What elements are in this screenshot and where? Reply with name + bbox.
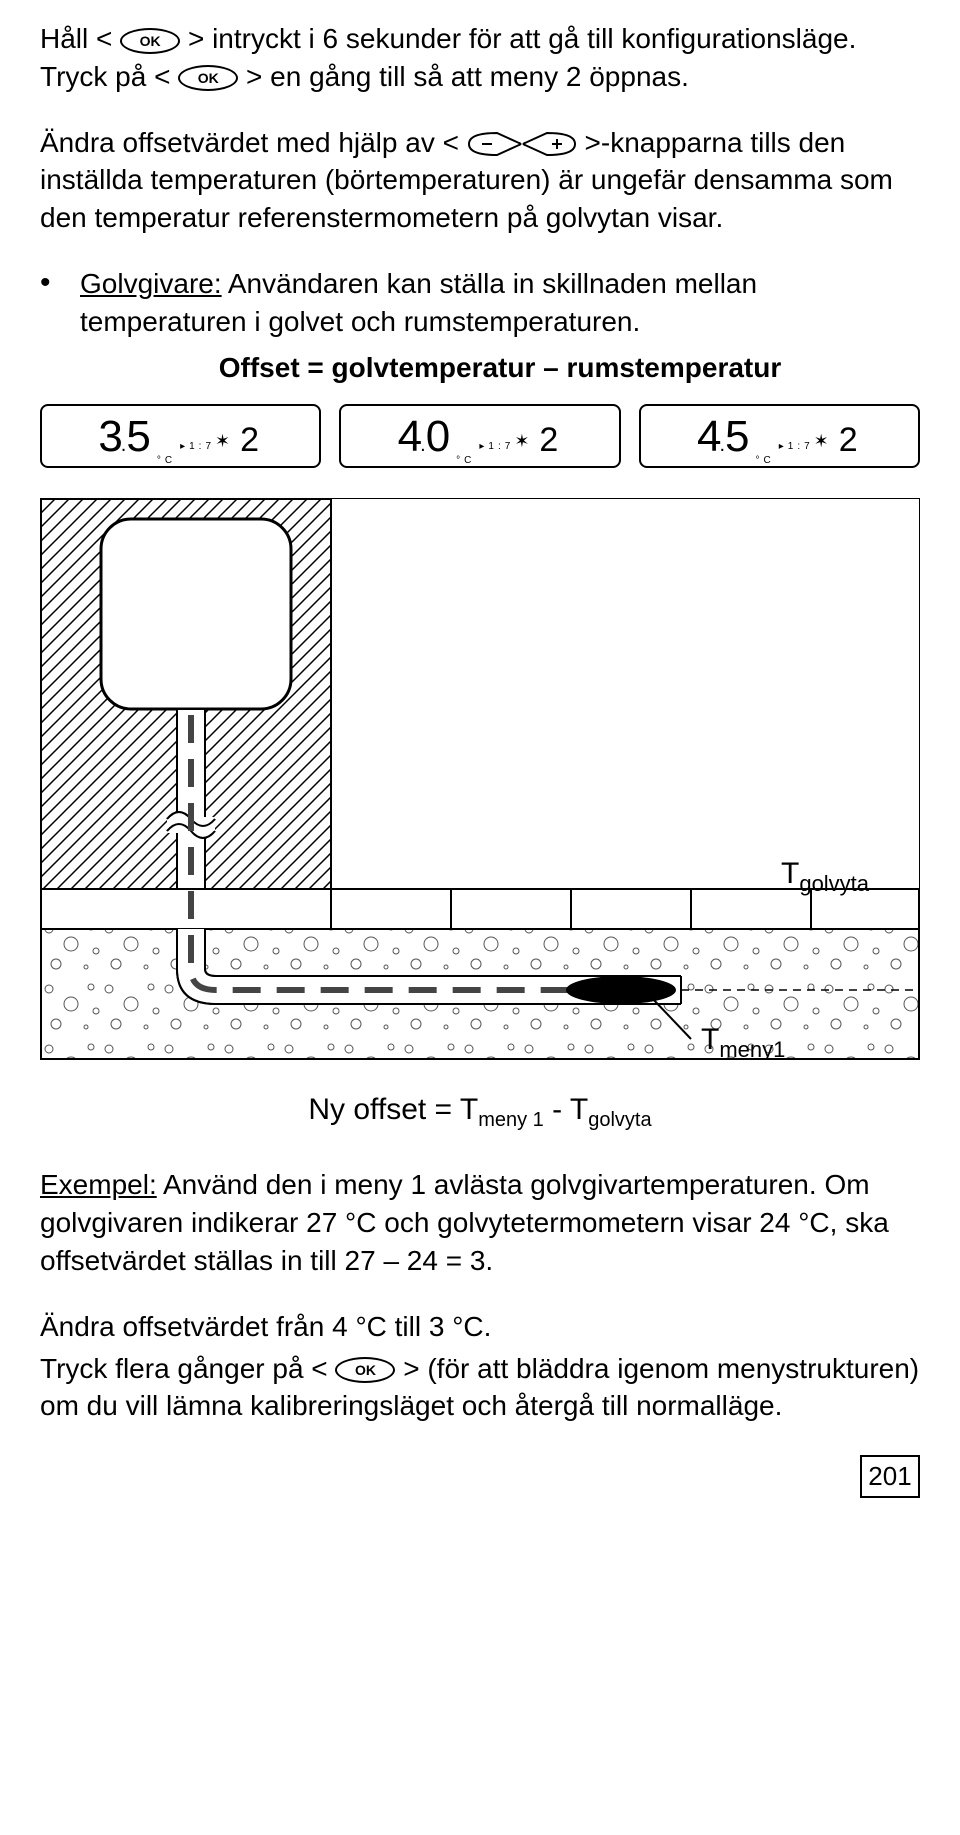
ok-button-icon: OK xyxy=(178,65,238,91)
lcd-display-2: 4.0°C ▸1:7 ✶ 2 xyxy=(339,404,620,468)
p2-a: Ändra offsetvärdet med hjälp av < xyxy=(40,127,459,158)
wrench-icon: ✶ xyxy=(215,429,234,453)
paragraph-1: Håll < OK > intryckt i 6 sekunder för at… xyxy=(40,20,920,96)
plus-minus-icon xyxy=(467,131,577,157)
lcd-display-1: 3.5°C ▸1:7 ✶ 2 xyxy=(40,404,321,468)
wrench-icon: ✶ xyxy=(814,429,833,453)
paragraph-2: Ändra offsetvärdet med hjälp av < >-knap… xyxy=(40,124,920,237)
wrench-icon: ✶ xyxy=(514,429,533,453)
example-rest: Använd den i meny 1 avlästa golvgivartem… xyxy=(40,1169,889,1276)
p4-a: Tryck flera gånger på < xyxy=(40,1353,328,1384)
bullet-floor-sensor: • Golvgivare: Användaren kan ställa in s… xyxy=(40,265,920,341)
lcd-row: 3.5°C ▸1:7 ✶ 2 4.0°C ▸1:7 ✶ 2 4.5°C ▸1:7… xyxy=(40,404,920,468)
offset-equation: Ny offset = Tmeny 1 - Tgolvyta xyxy=(40,1090,920,1134)
lcd-display-3: 4.5°C ▸1:7 ✶ 2 xyxy=(639,404,920,468)
example-lead: Exempel: xyxy=(40,1169,157,1200)
bullet-lead: Golvgivare: xyxy=(80,268,222,299)
ok-button-icon: OK xyxy=(120,28,180,54)
page-number: 201 xyxy=(860,1455,920,1498)
example-paragraph: Exempel: Använd den i meny 1 avlästa gol… xyxy=(40,1166,920,1279)
ok-button-icon: OK xyxy=(335,1357,395,1383)
paragraph-4: Tryck flera gånger på < OK > (för att bl… xyxy=(40,1350,920,1426)
floor-sensor-diagram: Tmeny1 Tgolvyta xyxy=(40,498,920,1060)
paragraph-3: Ändra offsetvärdet från 4 °C till 3 °C. xyxy=(40,1308,920,1346)
p1-c: > en gång till så att meny 2 öppnas. xyxy=(246,61,689,92)
p1-a: Håll < xyxy=(40,23,112,54)
bullet-dot-icon: • xyxy=(40,265,80,341)
offset-formula: Offset = golvtemperatur – rumstemperatur xyxy=(80,349,920,387)
